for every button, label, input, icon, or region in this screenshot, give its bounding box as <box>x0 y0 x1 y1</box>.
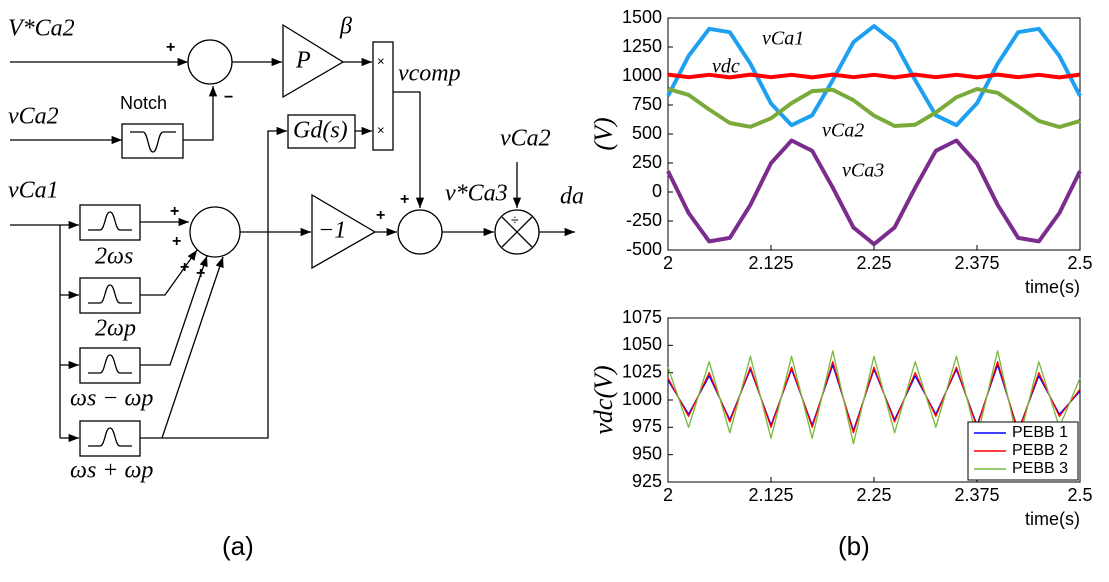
x-axis-label: time(s) <box>1025 509 1080 529</box>
bandpass-filter <box>79 277 141 314</box>
series-line <box>666 138 1082 247</box>
summer <box>189 206 241 258</box>
series-line <box>666 24 1082 128</box>
sign: × <box>377 122 385 137</box>
y-tick-label: 950 <box>632 443 662 463</box>
notch-icon <box>130 131 176 153</box>
x-tick-label: 2.25 <box>856 253 891 273</box>
block-diagram: V*Ca2 + vCa2 Notch − P β × × Gd(s) vcomp… <box>8 14 584 561</box>
x-tick-label: 2.375 <box>954 253 999 273</box>
label: vCa1 <box>8 178 59 204</box>
label: Notch <box>120 93 167 113</box>
series-line <box>667 361 1081 434</box>
multiplier <box>372 41 394 151</box>
summer <box>187 39 233 85</box>
label: ωs − ωp <box>70 386 153 412</box>
series-label: vCa1 <box>762 28 804 50</box>
x-tick-label: 2.375 <box>954 485 999 505</box>
label: vCa2 <box>500 126 551 152</box>
x-tick-label: 2.25 <box>856 485 891 505</box>
bandpass-filter <box>79 204 141 241</box>
sign: ÷ <box>511 212 519 228</box>
sign: + <box>376 207 385 224</box>
legend-label: PEBB 2 <box>1012 442 1068 459</box>
label: 2ωs <box>95 244 133 270</box>
bandpass-filter <box>79 420 141 457</box>
sign: + <box>180 259 189 276</box>
y-tick-label: 750 <box>632 94 662 114</box>
label: β <box>339 14 352 40</box>
caption: (b) <box>838 531 870 561</box>
label: P <box>295 48 311 74</box>
wire <box>183 86 218 141</box>
sign: + <box>166 39 175 56</box>
x-tick-label: 2.5 <box>1067 485 1092 505</box>
sign: + <box>172 233 181 250</box>
notch-filter <box>121 123 184 159</box>
label: Gd(s) <box>293 118 348 144</box>
y-tick-label: -500 <box>626 239 662 259</box>
bandpass-icon <box>88 211 132 231</box>
caption: (a) <box>222 531 254 561</box>
x-axis-label: time(s) <box>1025 277 1080 297</box>
y-tick-label: 250 <box>632 152 662 172</box>
bandpass-filter <box>79 347 141 384</box>
wire <box>140 249 198 296</box>
wire <box>393 91 425 208</box>
y-tick-label: 1000 <box>622 65 662 85</box>
wire <box>140 255 208 366</box>
x-tick-label: 2.125 <box>748 253 793 273</box>
label: 2ωp <box>95 316 136 342</box>
label: da <box>560 184 584 210</box>
wire <box>162 126 287 439</box>
series-label: vdc <box>712 56 740 78</box>
y-tick-label: 1000 <box>622 389 662 409</box>
gd-block <box>287 114 356 149</box>
y-tick-label: 1250 <box>622 36 662 56</box>
y-axis-label: vdc(V) <box>589 365 618 434</box>
label: vcomp <box>398 61 461 87</box>
y-tick-label: 925 <box>632 471 662 491</box>
x-tick-label: 2 <box>663 253 673 273</box>
bandpass-icon <box>88 354 132 374</box>
label: v*Ca3 <box>445 181 508 207</box>
label: vCa2 <box>8 104 59 130</box>
series-label: vCa2 <box>822 120 864 142</box>
y-tick-label: 1500 <box>622 7 662 27</box>
plot-frame <box>667 17 1081 251</box>
summer <box>397 209 443 255</box>
legend-label: PEBB 1 <box>1012 424 1068 441</box>
label: −1 <box>318 218 346 244</box>
label: ωs + ωp <box>70 458 153 484</box>
series-line <box>667 350 1081 445</box>
series-label: vCa3 <box>842 160 884 182</box>
y-tick-label: 1075 <box>622 307 662 327</box>
series-line <box>667 72 1081 80</box>
bandpass-icon <box>88 284 132 304</box>
y-tick-label: 1025 <box>622 361 662 381</box>
y-tick-label: -250 <box>626 210 662 230</box>
series-line <box>667 86 1081 129</box>
sign: + <box>400 191 409 208</box>
sign: − <box>224 89 233 106</box>
y-tick-label: 1050 <box>622 334 662 354</box>
bandpass-icon <box>88 427 132 447</box>
sign: × <box>377 53 385 68</box>
label: V*Ca2 <box>8 16 75 42</box>
y-tick-label: 0 <box>652 181 662 201</box>
y-tick-label: 975 <box>632 416 662 436</box>
x-tick-label: 2 <box>663 485 673 505</box>
y-axis-label: (V) <box>589 117 618 150</box>
divider-cross <box>501 216 533 248</box>
gain-block <box>282 23 345 99</box>
gain-block <box>311 193 377 270</box>
y-tick-label: 500 <box>632 123 662 143</box>
legend-label: PEBB 3 <box>1012 460 1068 477</box>
x-tick-label: 2.125 <box>748 485 793 505</box>
sign: + <box>196 265 205 282</box>
sign: + <box>170 203 179 220</box>
x-tick-label: 2.5 <box>1067 253 1092 273</box>
